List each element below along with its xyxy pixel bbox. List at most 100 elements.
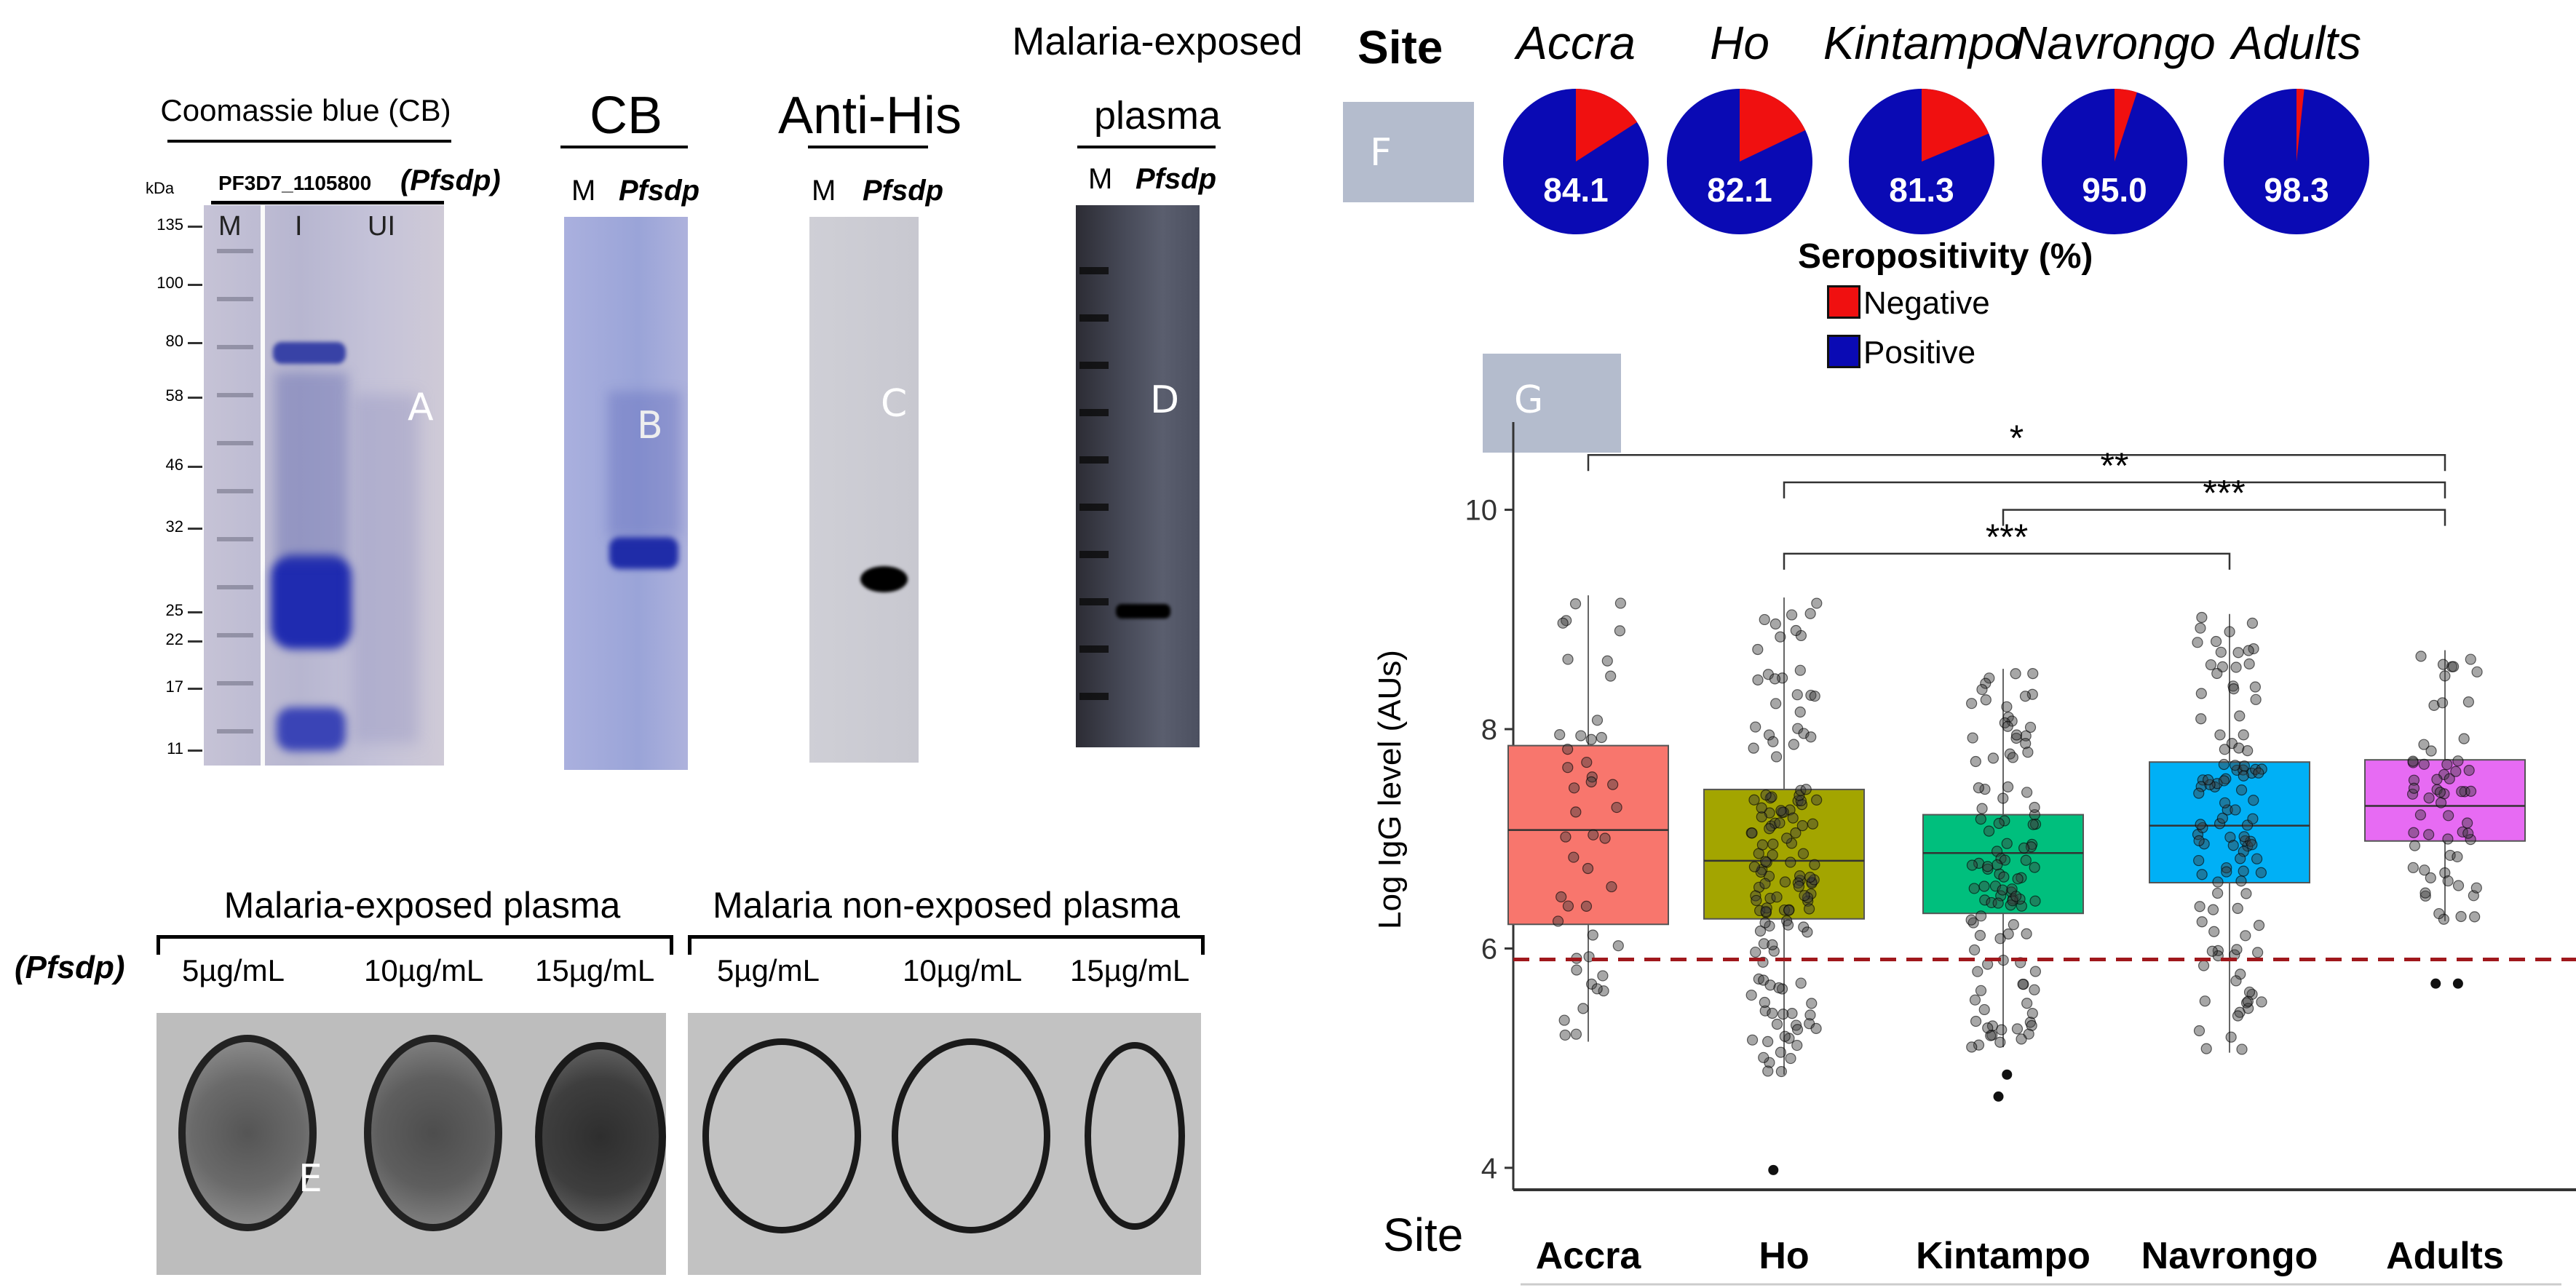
smear-b <box>608 391 681 537</box>
significance-label: *** <box>1986 517 2028 557</box>
data-point <box>1778 1009 1789 1020</box>
data-point <box>2001 701 2013 712</box>
box-kintampo <box>1922 814 2084 915</box>
pie-slice-negative <box>1576 89 1638 162</box>
marker-ladder-a <box>217 205 253 766</box>
data-point <box>2425 872 2436 884</box>
data-point <box>2441 758 2453 771</box>
gene-suffix: (Pfsdp) <box>400 164 501 196</box>
data-point <box>1562 653 1574 665</box>
data-point <box>2428 699 2440 711</box>
data-point <box>2238 729 2249 741</box>
data-point <box>1770 698 1782 709</box>
band-main <box>271 554 352 649</box>
data-point <box>1596 731 1607 744</box>
data-point <box>2195 622 2206 634</box>
data-point <box>2012 873 2024 885</box>
data-point <box>1790 1019 1802 1031</box>
data-point <box>2218 758 2230 771</box>
data-point <box>1807 818 1819 830</box>
data-point <box>2192 637 2203 648</box>
kda-marker-100: 100 <box>156 274 183 292</box>
data-point <box>1797 848 1810 859</box>
data-point <box>1614 597 1626 609</box>
panel-f-box <box>1343 102 1474 202</box>
data-point <box>1745 989 1757 1001</box>
data-point <box>2026 1008 2038 1019</box>
pie-site-label: Adults <box>2232 17 2361 69</box>
data-point <box>1598 985 1609 997</box>
significance-label: *** <box>2203 473 2245 514</box>
data-point <box>1785 856 1796 868</box>
data-point <box>1811 794 1823 806</box>
data-point <box>2450 766 2462 777</box>
significance-label: ** <box>2101 445 2129 486</box>
exposed-bracket <box>156 935 673 955</box>
nonexposed-title: Malaria non-exposed plasma <box>712 885 1181 926</box>
data-point <box>1806 998 1818 1009</box>
data-point <box>2228 683 2240 695</box>
data-point <box>1770 751 1783 763</box>
pie-accra <box>1503 89 1649 234</box>
data-point <box>1759 917 1771 929</box>
data-point <box>2443 810 2454 822</box>
data-point <box>2207 904 2219 915</box>
data-point <box>1983 825 1995 837</box>
data-point <box>1790 624 1802 637</box>
data-point <box>1767 849 1778 861</box>
panel-d-underline <box>1077 146 1216 148</box>
data-point <box>1758 1052 1769 1063</box>
significance-bracket <box>1783 552 2231 570</box>
data-point <box>1805 731 1817 743</box>
exposed-title: Malaria-exposed plasma <box>223 885 621 926</box>
significance-bracket <box>1783 481 2446 498</box>
data-point <box>1768 945 1780 957</box>
data-point <box>1588 829 1599 840</box>
conc-4: 5µg/mL <box>717 953 820 987</box>
data-point <box>2193 835 2205 846</box>
data-point <box>2436 697 2449 709</box>
data-point <box>1793 880 1805 892</box>
data-point <box>2459 786 2470 798</box>
conc-1: 5µg/mL <box>182 953 285 987</box>
data-point <box>1970 755 1981 768</box>
data-point <box>1560 831 1572 843</box>
data-point <box>2230 975 2242 987</box>
data-point <box>2225 1031 2237 1043</box>
data-point <box>2433 907 2445 920</box>
data-point <box>1750 946 1761 958</box>
data-point <box>2243 645 2254 656</box>
significance-bracket <box>2002 509 2446 526</box>
panel-e-letter: E <box>298 1157 322 1201</box>
data-point <box>1804 608 1816 619</box>
data-point <box>1788 739 1799 750</box>
data-point <box>1748 742 1759 754</box>
data-point <box>2193 1025 2206 1037</box>
data-point <box>1794 706 1806 718</box>
x-tick-label: Accra <box>1536 1235 1642 1277</box>
data-point <box>1975 910 1987 922</box>
data-point <box>1764 979 1776 991</box>
data-point <box>1758 938 1769 950</box>
data-point <box>2437 659 2449 670</box>
kda-tick <box>188 466 202 468</box>
data-point <box>1973 782 1984 794</box>
data-point <box>2208 926 2220 937</box>
data-point <box>2220 773 2232 784</box>
legend-positive-swatch <box>1827 335 1860 368</box>
legend-negative-label: Negative <box>1863 285 1990 321</box>
data-point <box>1803 903 1815 915</box>
kda-tick <box>188 640 202 643</box>
panel-c-title: Anti-His <box>777 87 962 145</box>
data-point <box>1809 859 1820 870</box>
data-point <box>2199 995 2211 1007</box>
data-point <box>2238 760 2250 772</box>
data-point <box>2010 891 2022 902</box>
data-point <box>2194 901 2206 913</box>
dot-3 <box>535 1042 666 1231</box>
legend-positive-label: Positive <box>1863 335 1976 370</box>
data-point <box>2206 945 2218 957</box>
data-point <box>1966 859 1978 871</box>
data-point <box>2205 659 2217 671</box>
kda-tick <box>188 528 202 530</box>
